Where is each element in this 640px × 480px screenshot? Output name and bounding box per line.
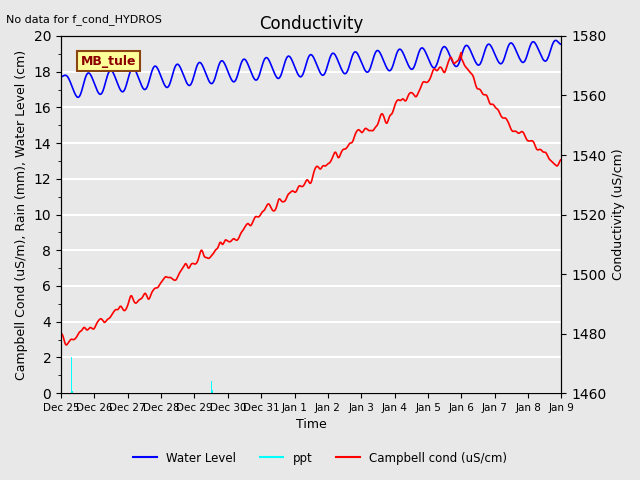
Bar: [212, 392, 213, 393]
Y-axis label: Campbell Cond (uS/m), Rain (mm), Water Level (cm): Campbell Cond (uS/m), Rain (mm), Water L…: [15, 49, 28, 380]
Bar: [211, 381, 212, 393]
Y-axis label: Conductivity (uS/cm): Conductivity (uS/cm): [612, 149, 625, 280]
Text: No data for f_cond_HYDROS: No data for f_cond_HYDROS: [6, 14, 163, 25]
Text: MB_tule: MB_tule: [81, 55, 136, 68]
Legend: Water Level, ppt, Campbell cond (uS/cm): Water Level, ppt, Campbell cond (uS/cm): [128, 447, 512, 469]
Title: Conductivity: Conductivity: [259, 15, 364, 33]
Bar: [72, 391, 73, 393]
Bar: [71, 358, 72, 393]
X-axis label: Time: Time: [296, 419, 326, 432]
